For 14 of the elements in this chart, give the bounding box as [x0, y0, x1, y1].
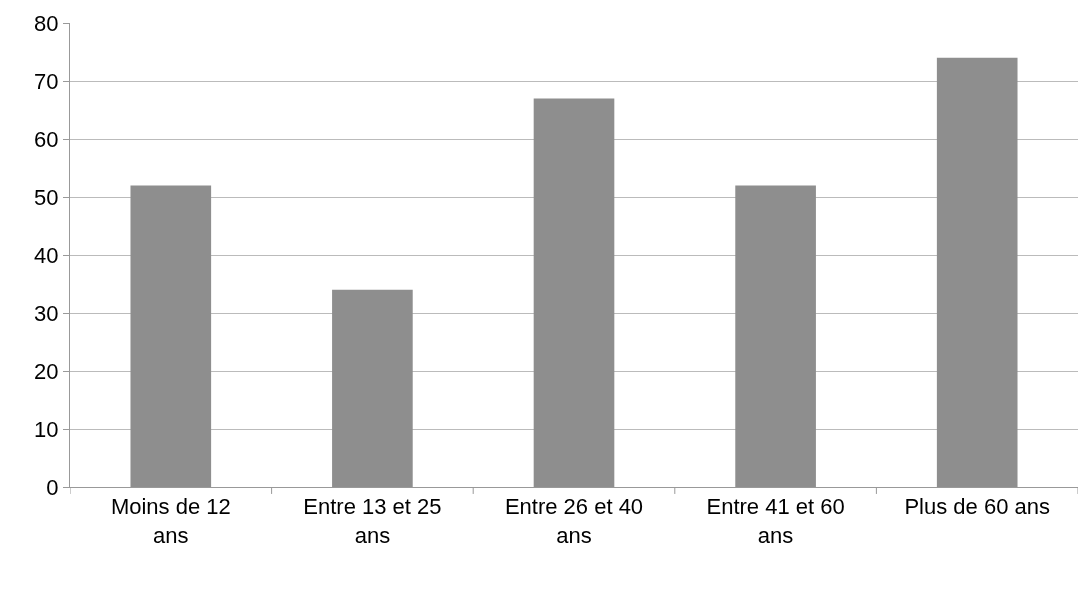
- x-tick-label: Plus de 60 ans: [904, 494, 1050, 520]
- x-tick-label: Entre 41 et 60 ans: [706, 494, 845, 548]
- y-tick-label: 10: [34, 416, 59, 442]
- y-tick-label: 0: [46, 474, 59, 500]
- y-tick-label: 20: [34, 358, 59, 384]
- y-tick-label: 60: [34, 126, 59, 152]
- x-tick-label: Moins de 12 ans: [110, 494, 231, 548]
- y-tick-label: 80: [34, 10, 59, 36]
- y-tick-label: 70: [34, 68, 59, 94]
- y-tick-label: 30: [34, 300, 59, 326]
- y-tick-label: 40: [34, 242, 59, 268]
- x-tick-label: Entre 13 et 25 ans: [303, 494, 442, 548]
- y-tick-label: 50: [34, 184, 59, 210]
- x-tick-label: Entre 26 et 40 ans: [504, 494, 644, 548]
